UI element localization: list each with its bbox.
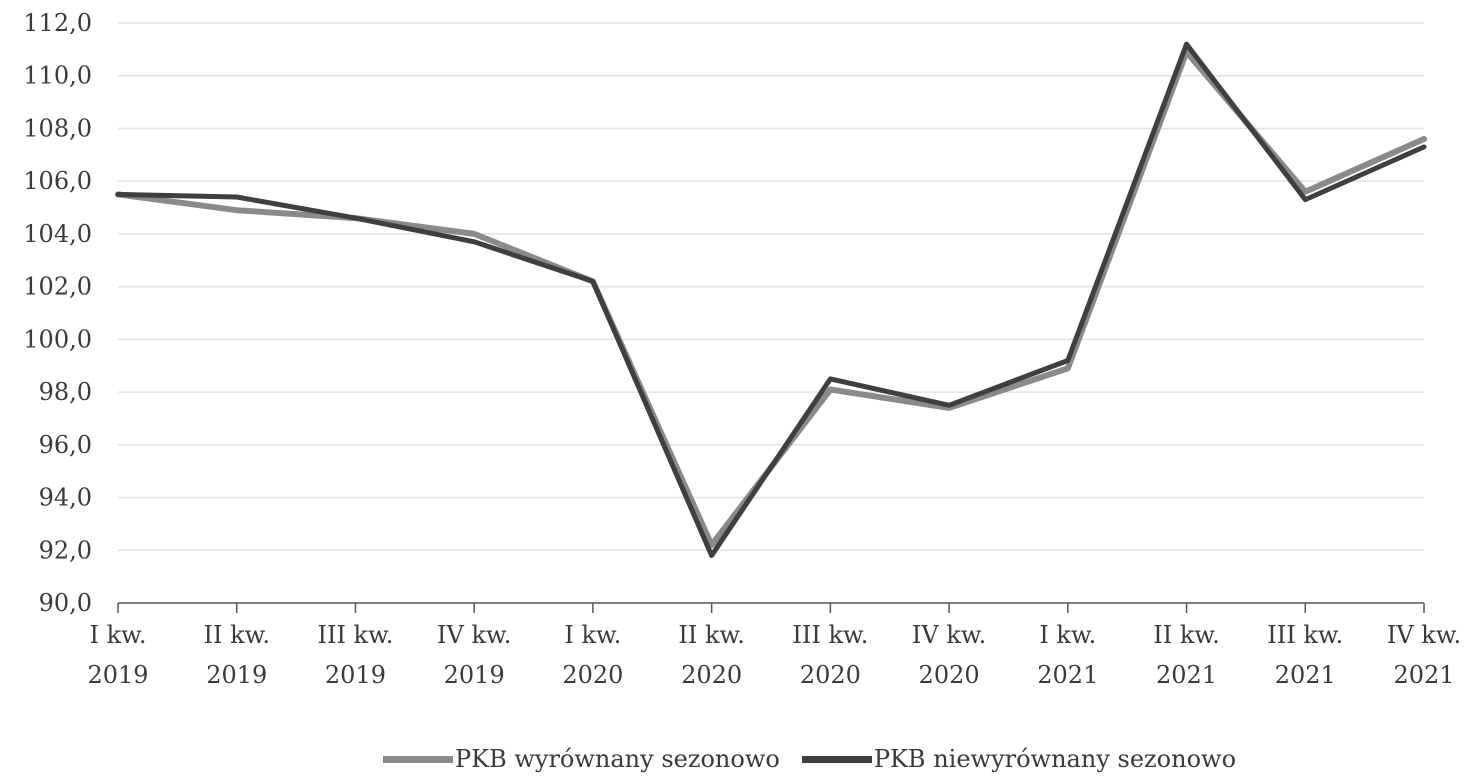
x-tick-label-quarter: II kw.: [1153, 621, 1219, 649]
legend-item-not-seasonally-adjusted: PKB niewyrównany sezonowo: [801, 745, 1237, 773]
x-tick-label-year: 2020: [800, 661, 861, 689]
legend-label: PKB niewyrównany sezonowo: [873, 745, 1237, 773]
x-tick-label-quarter: III kw.: [317, 621, 393, 649]
x-tick-label-year: 2019: [206, 661, 267, 689]
x-tick-label-year: 2020: [562, 661, 623, 689]
x-tick-label-quarter: IV kw.: [912, 621, 986, 649]
x-tick-label-year: 2021: [1275, 661, 1336, 689]
y-tick-label: 90,0: [39, 589, 92, 617]
y-tick-label: 96,0: [39, 431, 92, 459]
x-tick-label-quarter: I kw.: [564, 621, 621, 649]
x-tick-labels: I kw. 2019 II kw. 2019 III kw. 2019 IV kw. 2019…: [87, 621, 1461, 689]
x-tick-label-year: 2021: [1037, 661, 1098, 689]
x-tick-label-year: 2021: [1156, 661, 1217, 689]
x-tick-label-quarter: IV kw.: [437, 621, 511, 649]
x-tick-label-year: 2019: [444, 661, 505, 689]
y-tick-label: 104,0: [23, 220, 92, 248]
y-tick-label: 106,0: [23, 167, 92, 195]
y-tick-label: 102,0: [23, 273, 92, 301]
x-tick-label-quarter: II kw.: [678, 621, 744, 649]
legend-swatch: [801, 755, 872, 763]
x-tick-label-quarter: III kw.: [792, 621, 868, 649]
chart: 90,0 92,0 94,0 96,0 98,0 100,0 102,0 104,0 106,0…: [23, 9, 1461, 689]
legend: PKB wyrównany sezonowo PKB niewyrównany …: [383, 742, 1258, 776]
x-tick-label-year: 2019: [87, 661, 148, 689]
series-lines: [115, 41, 1427, 558]
x-tick-label-year: 2020: [919, 661, 980, 689]
x-tick-label-quarter: III kw.: [1267, 621, 1343, 649]
x-tick-label-quarter: I kw.: [90, 621, 147, 649]
axes: [117, 602, 1425, 613]
legend-swatch: [383, 755, 453, 763]
series-line-not-seasonally-adjusted: [115, 41, 1427, 558]
x-tick-label-quarter: I kw.: [1039, 621, 1096, 649]
y-tick-label: 98,0: [39, 378, 92, 406]
y-tick-label: 110,0: [23, 62, 92, 90]
y-tick-label: 108,0: [23, 114, 92, 142]
x-tick-label-year: 2020: [681, 661, 742, 689]
y-tick-label: 94,0: [39, 484, 92, 512]
y-tick-labels: 90,0 92,0 94,0 96,0 98,0 100,0 102,0 104,0 106,0…: [23, 9, 92, 617]
x-tick-label-year: 2021: [1393, 661, 1454, 689]
y-tick-label: 100,0: [23, 325, 92, 353]
y-tick-label: 112,0: [23, 9, 92, 37]
legend-label: PKB wyrównany sezonowo: [455, 745, 780, 773]
x-tick-label-year: 2019: [325, 661, 386, 689]
y-tick-label: 92,0: [39, 536, 92, 564]
legend-item-seasonally-adjusted: PKB wyrównany sezonowo: [383, 745, 780, 773]
x-tick-label-quarter: IV kw.: [1387, 621, 1461, 649]
x-tick-label-quarter: II kw.: [203, 621, 269, 649]
